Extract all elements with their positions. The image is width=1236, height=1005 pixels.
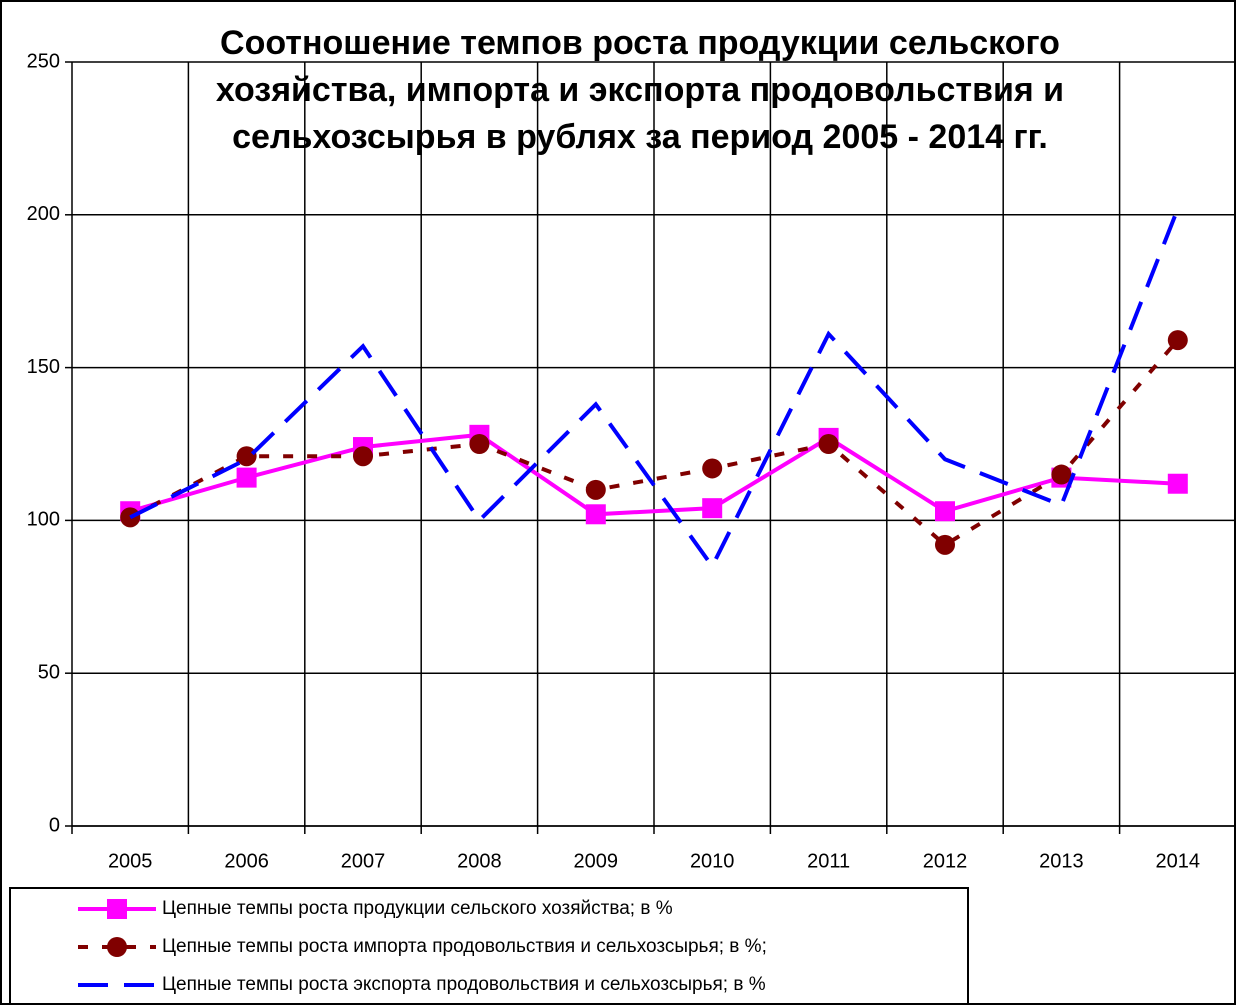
marker <box>702 458 723 479</box>
x-tick-label: 2008 <box>457 850 502 872</box>
chart-title: сельхозсырья в рублях за период 2005 - 2… <box>232 118 1048 156</box>
marker <box>236 446 257 467</box>
marker <box>469 434 490 454</box>
legend-label: Цепные темпы роста экспорта продовольств… <box>162 974 766 995</box>
x-tick-label: 2007 <box>341 850 386 872</box>
x-tick-label: 2013 <box>1039 850 1084 872</box>
y-tick-label: 250 <box>27 50 60 72</box>
y-tick-label: 150 <box>27 356 60 378</box>
x-tick-label: 2009 <box>574 850 619 872</box>
marker <box>353 446 373 467</box>
marker <box>585 479 606 500</box>
x-tick-label: 2005 <box>108 850 153 872</box>
chart-title: Соотношение темпов роста продукции сельс… <box>220 24 1060 62</box>
marker <box>107 899 127 919</box>
x-tick-label: 2011 <box>807 850 850 872</box>
x-tick-label: 2006 <box>224 850 269 872</box>
marker <box>107 937 127 957</box>
x-tick-label: 2014 <box>1156 850 1201 872</box>
y-tick-label: 50 <box>38 661 60 683</box>
marker <box>818 434 839 454</box>
legend-label: Цепные темпы роста импорта продовольстви… <box>162 936 767 957</box>
marker <box>585 504 606 525</box>
y-tick-label: 100 <box>27 509 60 531</box>
marker <box>702 498 723 519</box>
legend-label: Цепные темпы роста продукции сельского х… <box>162 898 673 919</box>
marker <box>1167 330 1188 351</box>
marker <box>935 534 955 555</box>
y-tick-label: 200 <box>27 203 60 225</box>
chart-title: хозяйства, импорта и экспорта продовольс… <box>216 71 1064 109</box>
marker <box>1051 464 1072 485</box>
x-tick-label: 2012 <box>923 850 968 872</box>
series-line <box>129 207 1180 571</box>
series-line <box>129 432 1178 517</box>
legend-box <box>9 887 969 1005</box>
y-tick-label: 0 <box>49 814 60 836</box>
marker <box>935 501 955 522</box>
x-tick-label: 2010 <box>690 850 735 872</box>
marker <box>1167 473 1188 494</box>
marker <box>236 467 257 488</box>
